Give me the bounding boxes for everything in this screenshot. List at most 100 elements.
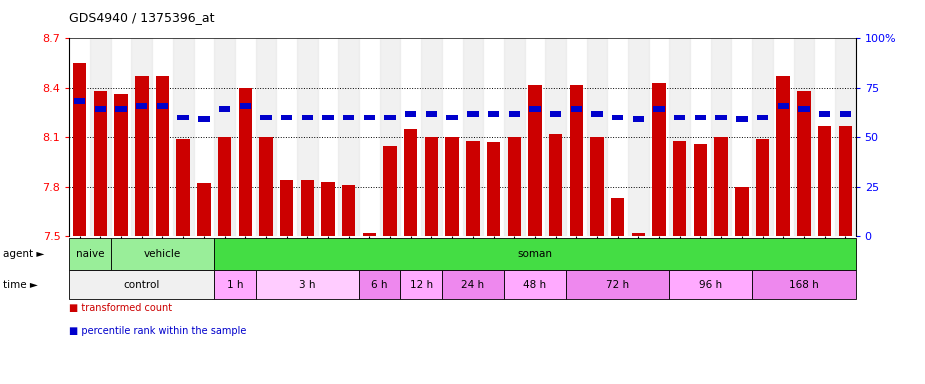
Bar	[550, 111, 561, 117]
Bar	[714, 137, 728, 236]
Bar	[364, 115, 375, 120]
Bar	[116, 106, 127, 112]
Bar	[590, 137, 604, 236]
Bar	[571, 106, 582, 112]
Bar	[462, 38, 483, 236]
Bar	[776, 76, 790, 236]
Text: soman: soman	[517, 249, 552, 259]
Bar	[446, 137, 459, 236]
Bar	[421, 38, 442, 236]
Bar	[509, 111, 520, 117]
Bar	[239, 88, 252, 236]
Bar	[756, 139, 770, 236]
Bar	[736, 116, 747, 122]
Bar	[363, 233, 376, 236]
Text: 1 h: 1 h	[227, 280, 243, 290]
Bar	[297, 38, 317, 236]
Text: 168 h: 168 h	[789, 280, 819, 290]
Text: 72 h: 72 h	[606, 280, 629, 290]
Bar	[508, 137, 521, 236]
Bar	[715, 115, 727, 120]
Bar	[695, 115, 706, 120]
Bar	[447, 115, 458, 120]
Bar	[259, 137, 273, 236]
Bar	[281, 115, 292, 120]
Bar	[157, 103, 168, 109]
Bar	[819, 111, 831, 117]
Bar	[653, 106, 665, 112]
Bar	[198, 116, 210, 122]
Bar	[339, 38, 359, 236]
Bar	[549, 134, 562, 236]
Bar	[131, 38, 152, 236]
Bar	[240, 103, 251, 109]
Text: ■ percentile rank within the sample: ■ percentile rank within the sample	[69, 326, 247, 336]
Bar	[840, 111, 851, 117]
Bar	[177, 139, 190, 236]
Bar	[467, 111, 478, 117]
Bar	[632, 233, 645, 236]
Bar	[778, 103, 789, 109]
Bar	[260, 115, 272, 120]
Bar	[217, 137, 231, 236]
Bar	[504, 38, 524, 236]
Bar	[215, 38, 235, 236]
Bar	[797, 91, 810, 236]
Bar	[173, 38, 193, 236]
Text: 3 h: 3 h	[299, 280, 315, 290]
Bar	[73, 63, 86, 236]
Text: 96 h: 96 h	[699, 280, 722, 290]
Bar	[839, 126, 852, 236]
Text: vehicle: vehicle	[144, 249, 181, 259]
Bar	[343, 115, 354, 120]
Bar	[155, 76, 169, 236]
Bar	[545, 38, 566, 236]
Bar	[670, 38, 690, 236]
Bar	[302, 115, 313, 120]
Bar	[591, 111, 603, 117]
Bar	[322, 115, 334, 120]
Bar	[404, 129, 417, 236]
Bar	[487, 111, 500, 117]
Bar	[818, 126, 832, 236]
Bar	[794, 38, 814, 236]
Bar	[426, 111, 438, 117]
Bar	[570, 84, 583, 236]
Bar	[342, 185, 355, 236]
Bar	[93, 91, 107, 236]
Bar	[255, 38, 277, 236]
Bar	[673, 141, 686, 236]
Text: 48 h: 48 h	[524, 280, 547, 290]
Bar	[321, 182, 335, 236]
Bar	[466, 141, 479, 236]
Bar	[197, 184, 211, 236]
Bar	[528, 84, 542, 236]
Bar	[529, 106, 540, 112]
Text: agent ►: agent ►	[3, 249, 44, 259]
Bar	[178, 115, 189, 120]
Bar	[425, 137, 438, 236]
Text: GDS4940 / 1375396_at: GDS4940 / 1375396_at	[69, 12, 215, 25]
Text: 12 h: 12 h	[410, 280, 433, 290]
Bar	[633, 116, 644, 122]
Bar	[586, 38, 608, 236]
Bar	[301, 180, 314, 236]
Bar	[280, 180, 293, 236]
Bar	[74, 98, 85, 104]
Bar	[694, 144, 708, 236]
Bar	[610, 198, 624, 236]
Text: 24 h: 24 h	[462, 280, 485, 290]
Bar	[94, 106, 106, 112]
Text: 6 h: 6 h	[372, 280, 388, 290]
Bar	[219, 106, 230, 112]
Bar	[835, 38, 856, 236]
Bar	[487, 142, 500, 236]
Bar	[757, 115, 768, 120]
Text: ■ transformed count: ■ transformed count	[69, 303, 172, 313]
Bar	[612, 115, 623, 120]
Bar	[735, 187, 748, 236]
Bar	[115, 94, 128, 236]
Bar	[405, 111, 416, 117]
Bar	[90, 38, 111, 236]
Text: time ►: time ►	[3, 280, 38, 290]
